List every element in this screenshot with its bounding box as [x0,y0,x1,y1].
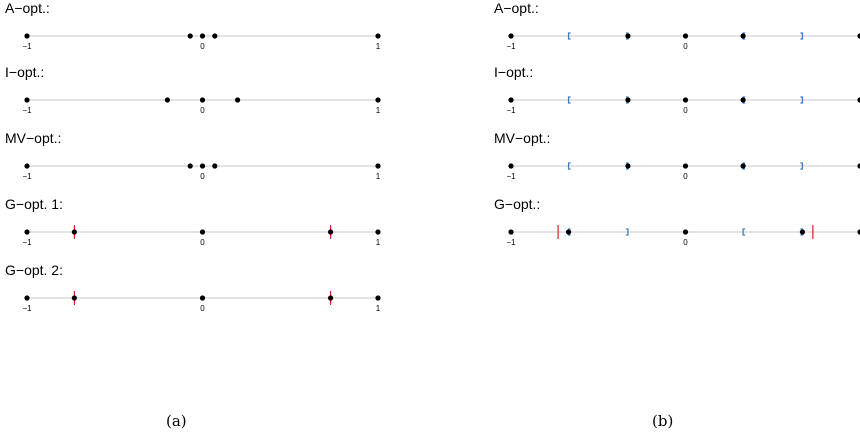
design-point [799,229,806,235]
tick-label: −1 [22,238,32,247]
row-label: MV−opt.: [5,130,61,146]
design-point [625,97,631,103]
design-row: I−opt.: −1 0 1 [5,64,381,115]
design-point [740,97,746,103]
tick-label: 1 [376,42,381,51]
design-point [508,33,514,39]
design-row: A−opt.: −1 0 [494,0,860,51]
bracket-close [625,228,629,236]
row-label: A−opt.: [5,0,50,16]
tick-label: −1 [22,172,32,181]
design-point [71,229,77,235]
caption-a: (a) [166,412,187,430]
design-point [164,97,170,103]
bracket-close [800,32,804,40]
tick-label: 0 [683,238,688,247]
tick-label: −1 [506,42,516,51]
tick-label: 1 [376,172,381,181]
design-point [199,97,206,103]
design-point [508,229,514,235]
tick-label: 0 [683,106,688,115]
design-point [375,295,381,301]
row-label: I−opt.: [5,64,44,80]
caption-b: (b) [652,412,674,430]
design-point [24,163,30,169]
design-point [187,33,193,39]
design-point [328,229,334,235]
design-point [508,163,514,169]
design-point [235,97,241,103]
design-point [857,97,860,103]
row-label: I−opt.: [494,64,533,80]
row-label: A−opt.: [494,0,539,16]
bracket-close [800,162,804,170]
design-row: G−opt. 1: −1 0 1 [5,196,381,247]
tick-label: −1 [506,106,516,115]
design-point [375,33,381,39]
tick-label: −1 [506,172,516,181]
tick-label: 1 [376,304,381,313]
row-label: G−opt. 1: [5,196,63,212]
row-label: G−opt. 2: [5,262,63,278]
tick-label: 0 [683,42,688,51]
design-point [857,33,860,39]
design-point [508,97,514,103]
tick-label: 1 [376,238,381,247]
tick-label: 1 [376,106,381,115]
tick-label: 0 [200,238,205,247]
design-row: A−opt.: −1 0 1 [5,0,381,51]
design-point [199,33,206,39]
design-point [212,33,218,39]
design-point [199,163,206,169]
panel-b: A−opt.: −1 0 I−opt.: −1 0 MV−opt.: −1 0 G−opt.: −1… [494,0,860,247]
design-point [625,33,631,39]
row-label: G−opt.: [494,196,540,212]
design-row: MV−opt.: −1 0 1 [5,130,381,181]
design-point [625,163,631,169]
design-point [682,33,689,39]
panel-a: A−opt.:−1 0 1I−opt.:−1 0 1MV−opt.:−1 0 1G−opt.… [5,0,381,313]
design-point [565,229,572,235]
design-row: I−opt.: −1 0 [494,64,860,115]
tick-label: −1 [22,304,32,313]
design-point [71,295,77,301]
design-point [187,163,193,169]
design-point [857,229,860,235]
design-point [740,163,746,169]
tick-label: 0 [683,172,688,181]
bracket-open [567,162,571,170]
tick-label: −1 [22,42,32,51]
tick-label: 0 [200,304,205,313]
design-point [199,295,206,301]
bracket-open [567,96,571,104]
design-point [375,229,381,235]
design-point [212,163,218,169]
design-point [24,97,30,103]
tick-label: 0 [200,42,205,51]
design-point [740,33,746,39]
tick-label: 0 [200,172,205,181]
design-point [199,229,206,235]
design-row: G−opt.: −1 0 [494,196,860,247]
design-point [375,97,381,103]
design-point [328,295,334,301]
design-point [682,97,689,103]
design-point [857,163,860,169]
design-row: MV−opt.: −1 0 [494,130,860,181]
design-row: G−opt. 2: −1 0 1 [5,262,381,313]
row-label: MV−opt.: [494,130,550,146]
design-point [682,163,689,169]
design-point [24,229,30,235]
bracket-close [800,96,804,104]
design-point [24,295,30,301]
tick-label: 0 [200,106,205,115]
bracket-open [567,32,571,40]
tick-label: −1 [22,106,32,115]
design-point [24,33,30,39]
bracket-open [742,228,746,236]
design-point [682,229,689,235]
tick-label: −1 [506,238,516,247]
design-point [375,163,381,169]
